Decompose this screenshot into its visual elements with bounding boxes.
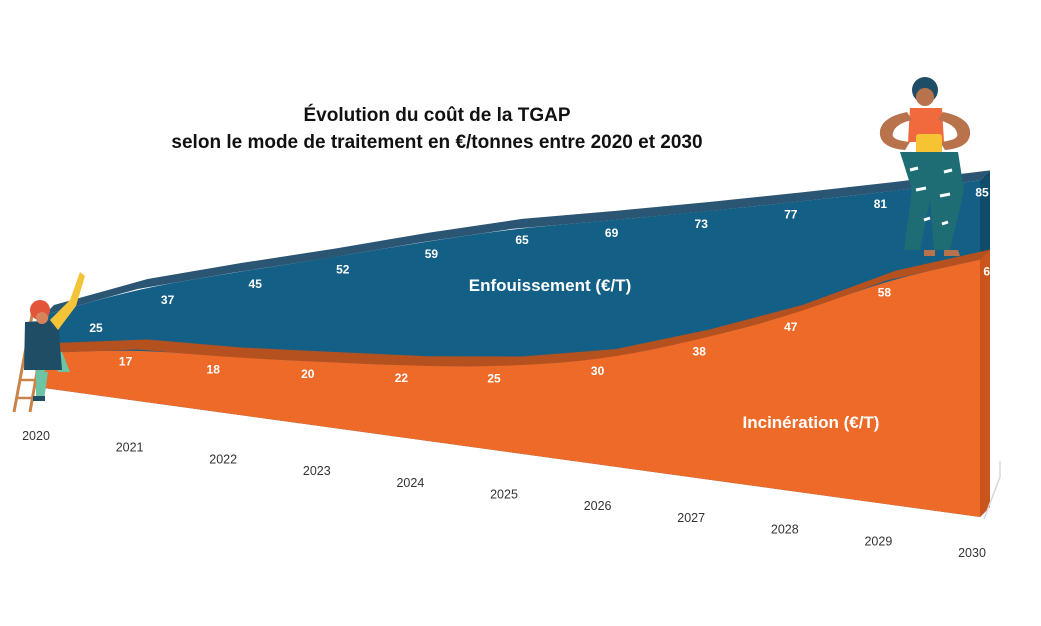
blue-value-label: 37 [161,293,175,307]
x-tick-label: 2028 [771,523,799,537]
x-tick-label: 2024 [396,476,424,490]
orange-value-label: 25 [487,372,501,386]
incineration-side-face [980,249,990,517]
blue-value-label: 85 [975,185,989,199]
x-tick-label: 2023 [303,464,331,478]
enfouissement-value-labels: 25 37 45 52 59 65 69 73 77 81 85 [89,185,989,335]
series-incineration: 1217182022253038475865 Incinération (€/T… [44,249,997,517]
enfouissement-series-label: Enfouissement (€/T) [469,276,631,295]
x-tick-label: 2022 [209,452,237,466]
x-tick-label: 2021 [116,441,144,455]
blue-value-label: 65 [515,233,529,247]
x-axis-tick-labels: 2020 2021 2022 2023 2024 2025 2026 2027 2028 2029… [22,429,986,560]
incineration-series-label: Incinération (€/T) [743,413,880,432]
x-tick-label: 2030 [958,546,986,560]
orange-value-label: 22 [395,371,409,385]
x-tick-label: 2020 [22,429,50,443]
x-tick-label: 2025 [490,488,518,502]
blue-value-label: 52 [336,263,350,277]
incineration-top-face [44,249,990,367]
orange-value-label: 65 [983,265,997,279]
orange-value-label: 30 [591,364,605,378]
blue-value-label: 81 [874,197,888,211]
x-tick-label: 2027 [677,511,705,525]
orange-value-label: 17 [119,354,133,368]
chart-subtitle: selon le mode de traitement en €/tonnes … [171,132,702,153]
orange-value-label: 20 [301,367,315,381]
enfouissement-top-face [44,170,990,315]
orange-value-label: 58 [878,285,892,299]
orange-value-label: 38 [693,345,707,359]
orange-value-label: 18 [207,362,221,376]
x-tick-label: 2026 [584,499,612,513]
blue-value-label: 73 [695,217,709,231]
climbing-woman-icon [24,272,85,401]
incineration-area [44,259,980,517]
orange-value-label: 47 [784,320,798,334]
blue-value-label: 45 [249,277,263,291]
axis-floor-edge [983,461,1001,520]
x-axis: 2020 2021 2022 2023 2024 2025 2026 2027 2028 2029… [22,429,1001,560]
blue-value-label: 77 [784,207,798,221]
x-tick-label: 2029 [864,534,892,548]
chart-title: Évolution du coût de la TGAP [303,104,570,126]
blue-value-label: 69 [605,226,619,240]
sitting-woman-icon [879,77,971,256]
blue-value-label: 59 [425,247,439,261]
blue-value-label: 25 [89,321,103,335]
